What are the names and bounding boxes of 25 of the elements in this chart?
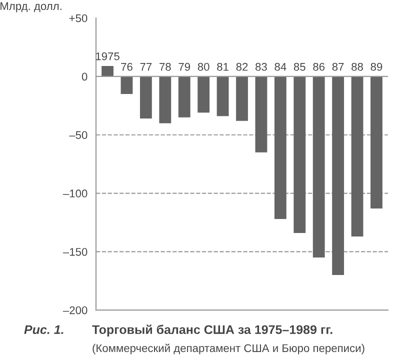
x-tick-label: 78 bbox=[160, 62, 171, 71]
y-tick-label: –50 bbox=[69, 131, 88, 140]
x-tick-label: 83 bbox=[256, 62, 267, 71]
x-tick-label: 88 bbox=[352, 62, 363, 71]
y-tick-label: –150 bbox=[62, 248, 88, 256]
y-tick-label: 0 bbox=[82, 72, 88, 81]
x-tick-label: 87 bbox=[332, 62, 344, 71]
text: (Коммерческий департамент США и Бюро переписи) bbox=[92, 344, 364, 354]
x-tick-label: 77 bbox=[140, 63, 152, 71]
x-tick-label: 80 bbox=[198, 62, 210, 71]
y-tick-label: –200 bbox=[62, 306, 88, 314]
x-tick-label: 86 bbox=[313, 62, 325, 71]
y-tick-label: +50 bbox=[69, 14, 88, 22]
text: Торговый баланс США за 1975–1989 гг. bbox=[92, 324, 332, 337]
text: Рис. 1. bbox=[24, 325, 64, 334]
x-tick-label: 82 bbox=[236, 62, 248, 71]
x-tick-label: 76 bbox=[121, 62, 132, 71]
x-tick-label: 85 bbox=[294, 62, 306, 71]
x-tick-label: 84 bbox=[274, 62, 286, 71]
x-tick-label: 79 bbox=[178, 62, 190, 71]
x-tick-label: 89 bbox=[370, 62, 382, 71]
y-tick-label: –100 bbox=[62, 190, 88, 198]
x-tick-label: 1975 bbox=[96, 52, 120, 60]
y-axis-title: Млрд. долл. bbox=[0, 2, 62, 12]
x-tick-label: 81 bbox=[217, 62, 228, 71]
